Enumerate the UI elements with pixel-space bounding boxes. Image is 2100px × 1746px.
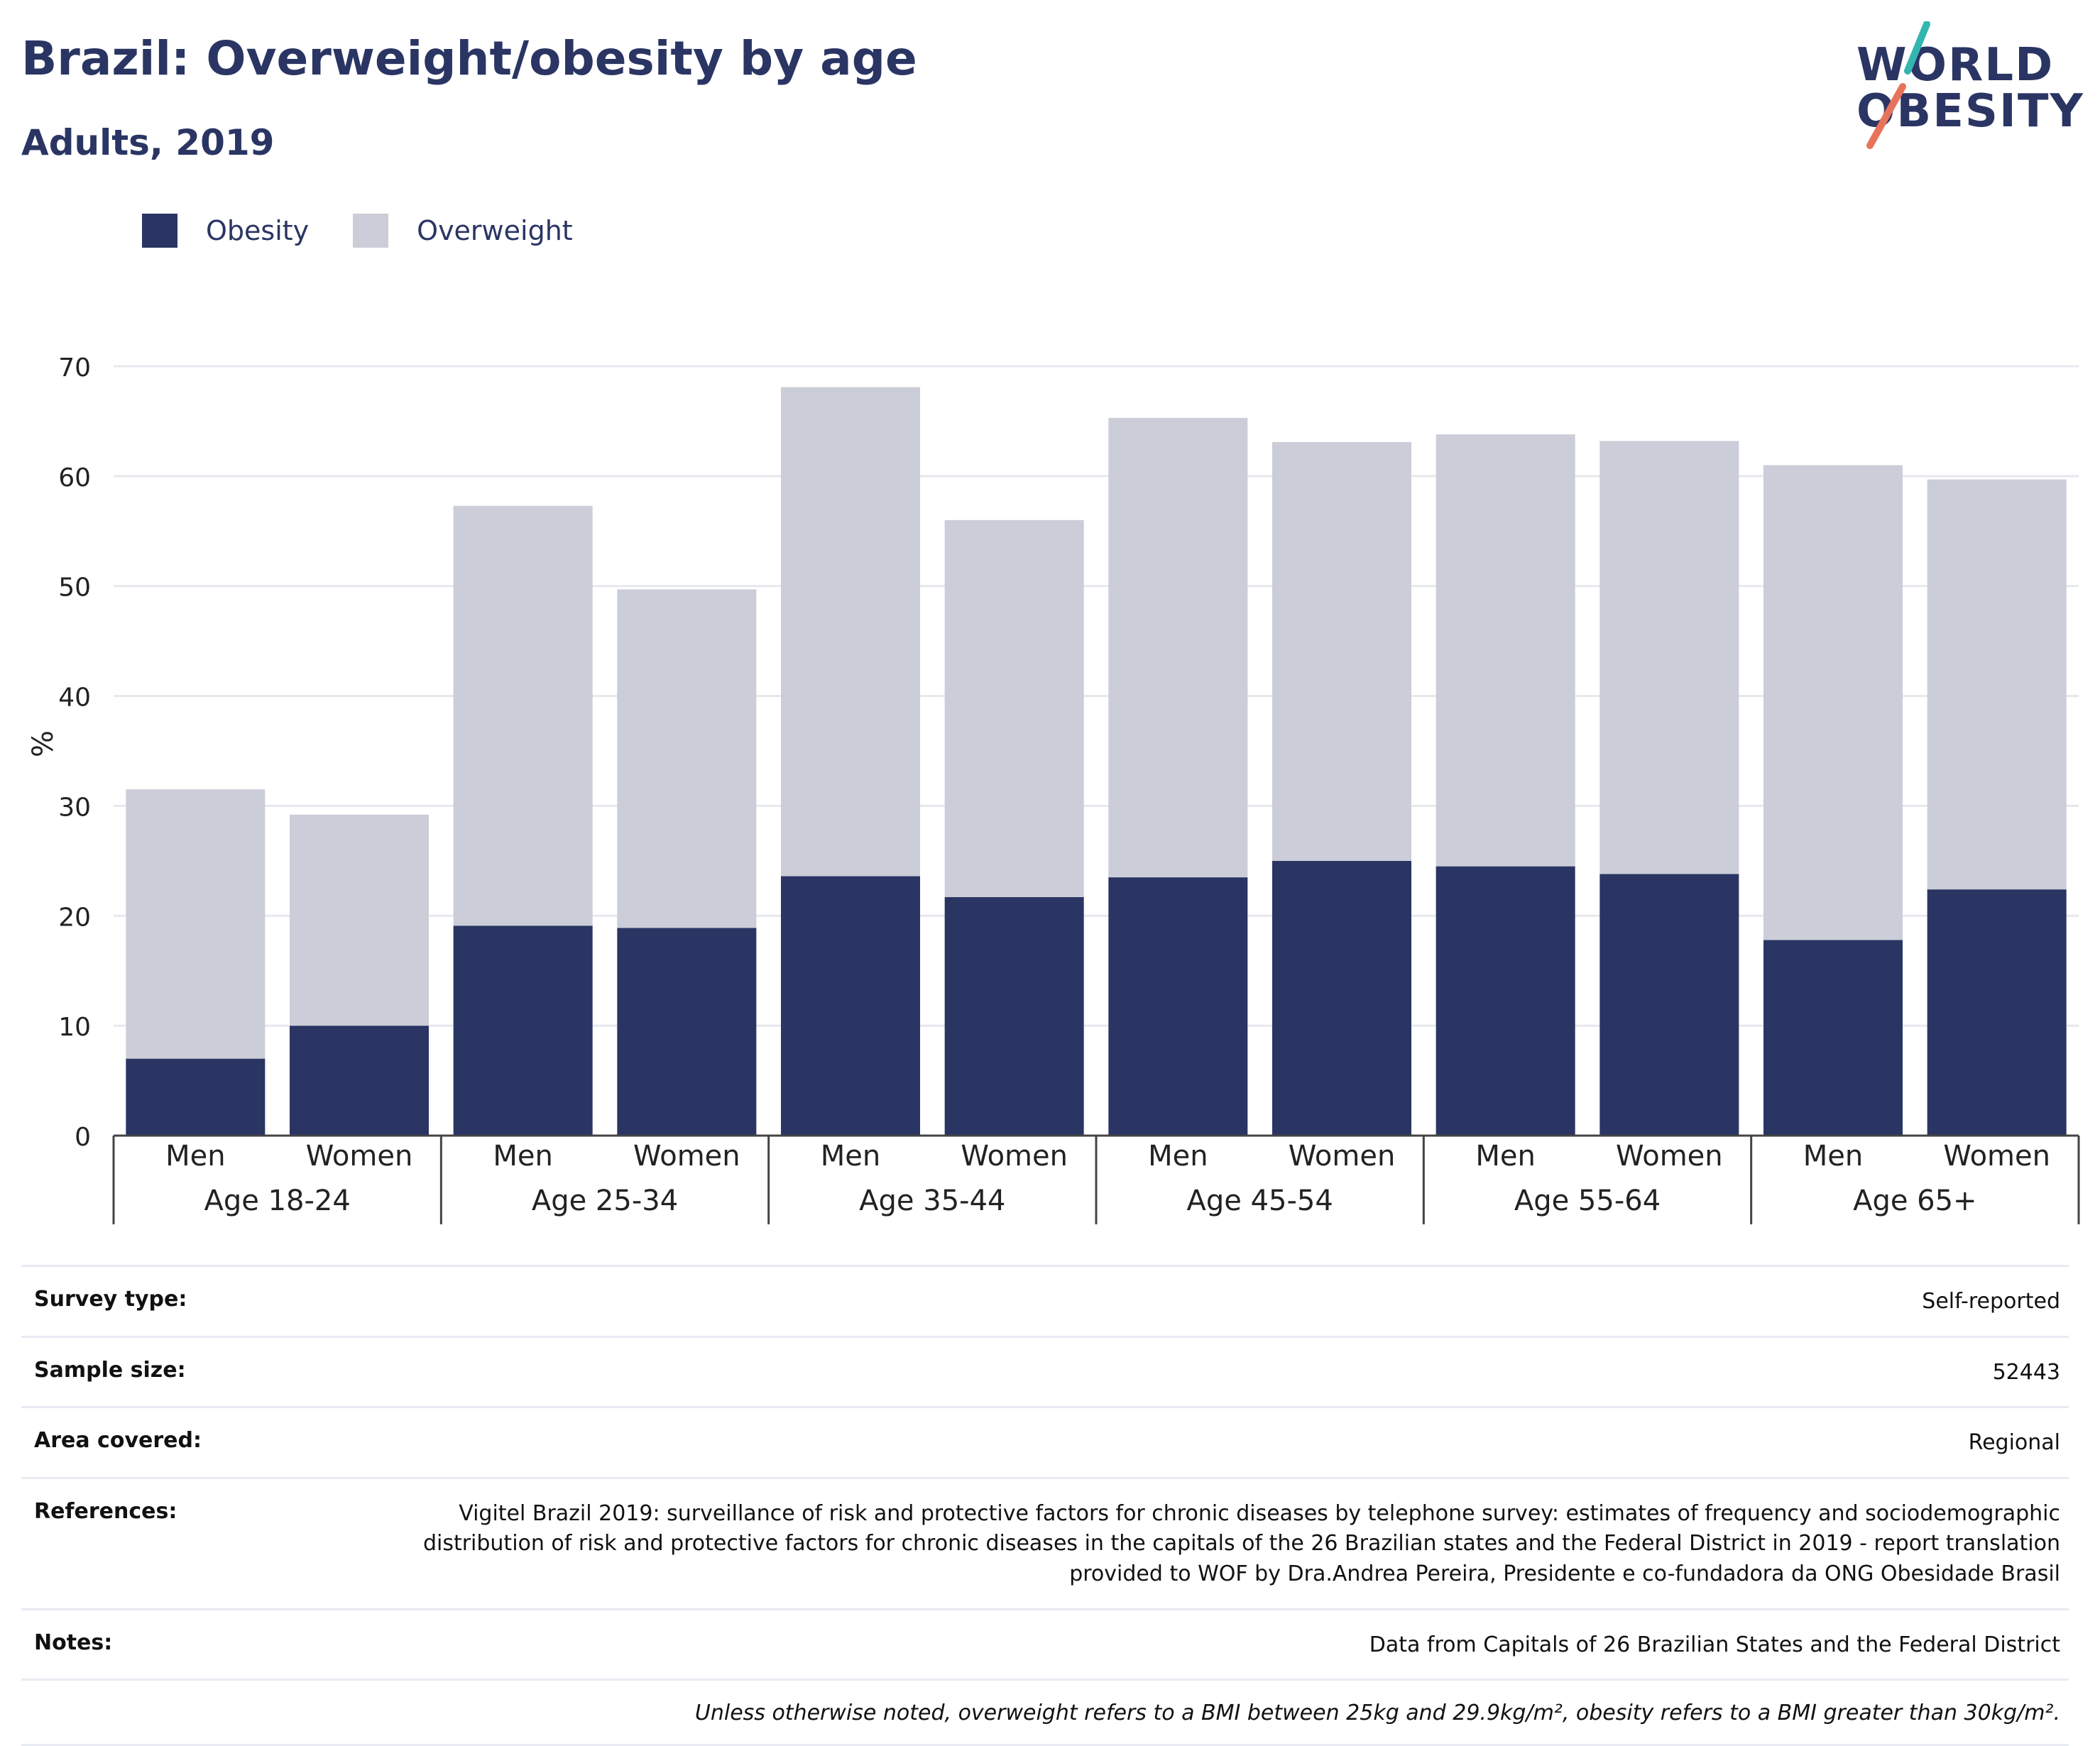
- bar-obesity: [290, 1026, 429, 1136]
- bar-overweight: [617, 589, 757, 928]
- y-tick-label: 20: [58, 903, 91, 932]
- legend-swatch-obesity: [142, 214, 177, 248]
- info-key: Notes:: [34, 1630, 113, 1655]
- page-subtitle: Adults, 2019: [21, 122, 275, 163]
- legend-item-obesity: Obesity: [142, 214, 309, 248]
- y-axis-label: %: [27, 730, 60, 757]
- bar-overweight: [1272, 441, 1411, 861]
- group-label: Age 25-34: [532, 1185, 678, 1217]
- bar-obesity: [126, 1058, 266, 1136]
- x-tick-label: Men: [821, 1140, 880, 1173]
- info-row-area-covered: Area covered: Regional: [21, 1406, 2069, 1477]
- y-tick-label: 70: [58, 353, 91, 383]
- x-tick-label: Men: [493, 1140, 552, 1173]
- info-value: Self-reported: [1922, 1289, 2060, 1314]
- info-value: 52443: [1992, 1359, 2060, 1385]
- legend-label-overweight: Overweight: [417, 215, 573, 246]
- group-label: Age 18-24: [204, 1185, 351, 1217]
- bar-overweight: [1927, 479, 2067, 890]
- x-tick-label: Men: [1803, 1140, 1863, 1173]
- info-row-survey-type: Survey type: Self-reported: [21, 1265, 2069, 1336]
- y-tick-label: 50: [58, 573, 91, 603]
- info-row-references: References: Vigitel Brazil 2019: surveil…: [21, 1476, 2069, 1608]
- logo-text-world: WORLD: [1856, 39, 2055, 92]
- bar-overweight: [126, 789, 266, 1059]
- bars: [126, 387, 2067, 1136]
- group-label: Age 35-44: [859, 1185, 1005, 1217]
- bar-obesity: [1435, 866, 1575, 1136]
- bar-obesity: [453, 926, 593, 1136]
- bar-overweight: [1599, 441, 1739, 874]
- axes: 0 10 20 30 40 50 60 70 Men Women Men Women Men Women M…: [58, 353, 2080, 1224]
- bar-overweight: [453, 505, 593, 926]
- chart-legend: Obesity Overweight: [142, 213, 617, 248]
- info-row-notes: Notes: Data from Capitals of 26 Brazilia…: [21, 1608, 2069, 1679]
- bar-obesity: [1272, 860, 1411, 1136]
- bar-obesity: [1599, 874, 1739, 1136]
- bar-overweight: [1108, 417, 1248, 878]
- info-value: Regional: [1968, 1430, 2060, 1456]
- x-tick-label: Women: [1289, 1140, 1396, 1173]
- x-tick-label: Men: [165, 1140, 225, 1173]
- bar-obesity: [781, 876, 920, 1136]
- bar-obesity: [617, 928, 757, 1136]
- y-tick-label: 10: [58, 1013, 91, 1042]
- y-tick-label: 60: [58, 463, 91, 493]
- x-tick-label: Men: [1475, 1140, 1535, 1173]
- x-tick-label: Women: [1943, 1140, 2050, 1173]
- bar-overweight: [1763, 465, 1903, 940]
- x-tick-label: Women: [306, 1140, 413, 1173]
- bar-obesity: [1763, 940, 1903, 1136]
- world-obesity-logo: WORLD OBESITY: [1839, 21, 2083, 156]
- info-value: Vigitel Brazil 2019: surveillance of ris…: [422, 1500, 2060, 1586]
- x-tick-label: Women: [961, 1140, 1068, 1173]
- group-label: Age 45-54: [1187, 1185, 1333, 1217]
- bar-obesity: [944, 896, 1084, 1136]
- x-tick-label: Women: [633, 1140, 740, 1173]
- info-key: References:: [34, 1498, 177, 1524]
- y-tick-label: 30: [58, 793, 91, 822]
- group-label: Age 55-64: [1514, 1185, 1661, 1217]
- x-tick-label: Men: [1148, 1140, 1208, 1173]
- bar-overweight: [944, 520, 1084, 897]
- bar-overweight: [781, 387, 920, 877]
- legend-swatch-overweight: [353, 214, 389, 248]
- y-tick-label: 40: [58, 683, 91, 713]
- legend-label-obesity: Obesity: [206, 215, 310, 246]
- stacked-bar-chart: 0 10 20 30 40 50 60 70 Men Women Men Women Men Women M…: [27, 353, 2080, 1224]
- y-tick-label: 0: [75, 1123, 91, 1152]
- legend-item-overweight: Overweight: [353, 214, 573, 248]
- info-key: Area covered:: [34, 1428, 202, 1454]
- grid-lines: [114, 365, 2079, 1027]
- info-key: Sample size:: [34, 1357, 186, 1383]
- page-title: Brazil: Overweight/obesity by age: [21, 31, 917, 86]
- bmi-definition-footnote: Unless otherwise noted, overweight refer…: [21, 1679, 2069, 1746]
- bar-overweight: [1435, 434, 1575, 867]
- info-row-sample-size: Sample size: 52443: [21, 1335, 2069, 1407]
- group-label: Age 65+: [1853, 1185, 1977, 1217]
- bar-overweight: [290, 814, 429, 1026]
- bar-obesity: [1108, 877, 1248, 1136]
- bar-obesity: [1927, 889, 2067, 1136]
- info-key: Survey type:: [34, 1287, 187, 1312]
- info-value: Data from Capitals of 26 Brazilian State…: [1369, 1632, 2060, 1657]
- logo-slash-icon: [1866, 21, 1930, 149]
- survey-info-table: Survey type: Self-reported Sample size: …: [21, 1265, 2069, 1746]
- x-tick-label: Women: [1616, 1140, 1723, 1173]
